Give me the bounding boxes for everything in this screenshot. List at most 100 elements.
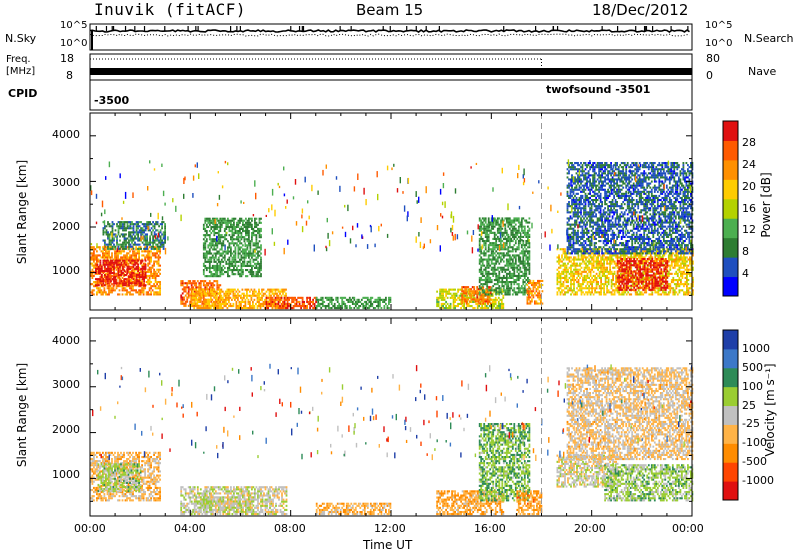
power-echo-cell [565,252,568,255]
power-echo-cell [211,240,214,243]
power-echo-cell [440,298,443,301]
power-echo-cell [159,264,161,267]
power-echo-cell [273,298,275,301]
power-echo-cell [247,302,250,305]
power-echo-cell [122,280,124,283]
power-echo-cell [498,281,501,284]
velocity-colorbar-tick: 1000 [742,341,770,355]
power-echo-cell [580,270,583,273]
power-echo-cell [478,287,481,290]
power-echo-cell [120,221,123,224]
power-echo-cell [519,268,522,271]
power-echo-cell [242,269,244,272]
power-echo-cell [288,296,290,299]
power-echo-cell [481,262,484,265]
power-echo-cell [508,293,511,296]
power-echo-cell [153,285,155,288]
power-echo-cell [598,272,601,275]
power-echo-cell [589,283,592,286]
power-echo-cell [249,260,252,263]
power-echo-cell [214,252,217,255]
power-echo-cell [190,298,193,301]
power-echo-cell [559,260,562,263]
power-echo-cell [274,305,277,308]
power-echo-cell [514,231,517,234]
power-echo-cell [189,280,192,283]
power-echo-cell [588,281,590,284]
power-echo-cell [493,283,496,286]
power-echo-cell [613,289,616,292]
power-echo-cell [589,272,592,275]
power-echo-cell [613,293,616,296]
power-echo-cell [265,305,268,308]
power-echo-cell [253,305,256,308]
power-echo-cell [565,270,568,273]
power-echo-cell [606,258,608,261]
power-echo-cell [483,264,486,267]
power-echo-cell [274,296,277,299]
power-echo-cell [523,250,526,253]
power-echo-cell [481,274,484,277]
power-echo-cell [595,285,598,288]
power-echo-cell [244,302,247,305]
power-echo-cell [107,237,109,240]
power-echo-cell [126,264,128,267]
power-echo-cell [257,260,259,263]
power-echo-cell [142,287,145,290]
power-echo-cell [442,294,444,297]
power-echo-cell [523,293,526,296]
power-echo-cell [216,225,219,228]
power-echo-cell [258,305,260,308]
power-echo-cell [260,273,262,276]
power-echo-cell [205,250,208,253]
power-echo-cell [214,290,217,293]
power-echo-cell [108,276,111,279]
power-echo-cell [102,259,105,262]
power-echo-cell [243,252,246,255]
power-echo-cell [513,279,516,282]
power-echo-cell [230,242,232,245]
power-echo-cell [157,285,160,288]
power-echo-cell [388,302,390,305]
power-echo-cell [501,217,504,220]
power-echo-cell [148,246,151,249]
power-echo-cell [233,269,235,272]
power-echo-cell [277,302,280,305]
power-echo-cell [573,283,575,286]
power-echo-cell [609,266,611,269]
power-echo-cell [232,288,235,291]
power-echo-cell [103,279,106,282]
power-echo-cell [486,250,489,253]
power-echo-cell [107,274,109,277]
power-echo-cell [248,238,250,241]
power-echo-cell [535,302,538,305]
power-echo-cell [237,254,240,257]
power-echo-cell [580,254,583,257]
power-echo-cell [592,266,595,269]
power-echo-cell [220,298,223,301]
power-echo-cell [255,248,258,251]
power-echo-cell [480,296,483,299]
power-echo-cell [523,268,526,271]
power-echo-cell [487,240,490,243]
power-echo-cell [97,289,100,292]
power-echo-cell [541,279,544,282]
power-echo-cell [382,300,384,303]
power-echo-cell [244,305,247,308]
power-echo-cell [120,223,123,226]
power-echo-cell [468,290,471,293]
power-echo-cell [493,231,496,234]
power-echo-cell [217,219,220,222]
power-echo-cell [226,288,229,291]
power-echo-cell [240,262,243,265]
power-echo-cell [161,243,163,246]
power-echo-cell [99,287,101,290]
power-echo-cell [187,280,190,283]
power-echo-cell [504,264,507,267]
power-echo-cell [150,270,152,273]
power-echo-cell [591,268,593,271]
power-echo-cell [239,248,241,251]
power-echo-cell [220,223,223,226]
power-echo-cell [103,254,106,257]
power-echo-cell [538,290,541,293]
